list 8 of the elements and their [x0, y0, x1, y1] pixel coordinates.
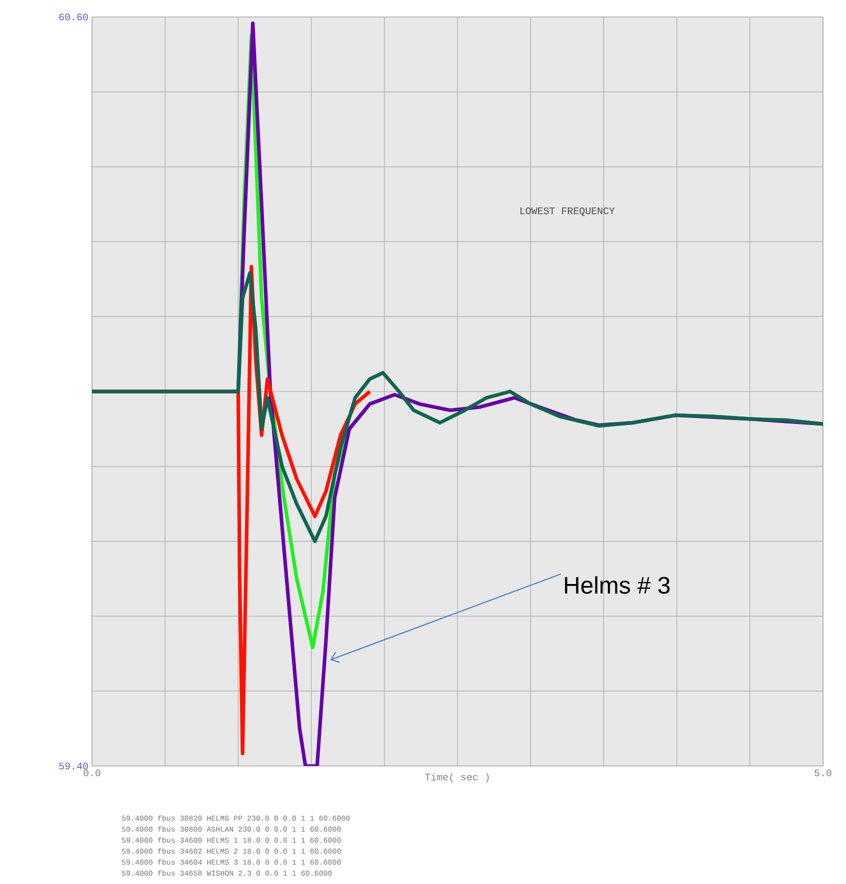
- y-tick-label: 60.60: [59, 14, 88, 20]
- x-axis-title: Time( sec ): [424, 773, 489, 782]
- annotation: Helms # 3: [565, 576, 670, 594]
- x-tick-label: 0.0: [84, 770, 100, 776]
- y-tick-label: 59.40: [59, 762, 88, 770]
- x-tick-label: 5.0: [814, 770, 832, 776]
- line-series: [92, 271, 823, 544]
- annotation: LOWEST FREQUENCY: [520, 207, 615, 216]
